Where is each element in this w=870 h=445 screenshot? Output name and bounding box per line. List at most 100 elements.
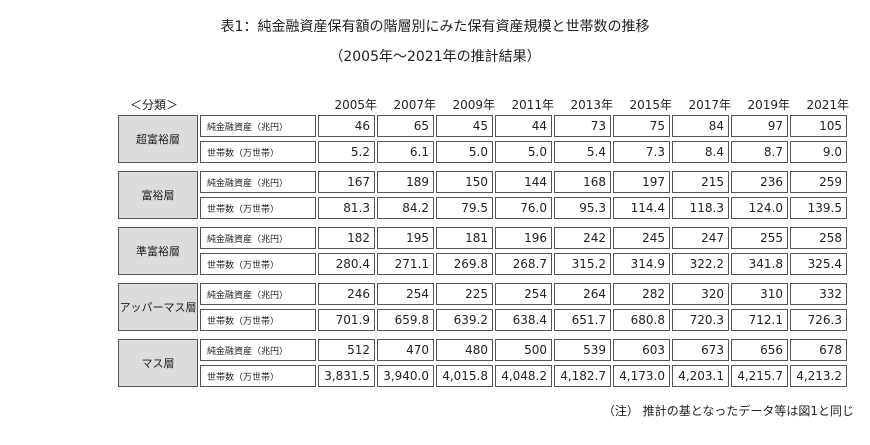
value-cell: 639.2: [436, 309, 493, 331]
value-cell: 271.1: [377, 253, 434, 275]
group-label: マス層: [118, 339, 198, 387]
value-cell: 9.0: [790, 141, 847, 163]
value-cell: 678: [790, 339, 847, 361]
value-cell: 139.5: [790, 197, 847, 219]
value-cell: 4,182.7: [554, 365, 611, 387]
value-cell: 315.2: [554, 253, 611, 275]
value-cell: 3,831.5: [318, 365, 375, 387]
value-cell: 726.3: [790, 309, 847, 331]
table-row: 純金融資産（兆円） 46 65 45 44 73 75 84 97 105: [200, 115, 852, 137]
value-cell: 480: [436, 339, 493, 361]
year-header: 2005年: [334, 98, 377, 112]
value-cell: 167: [318, 171, 375, 193]
value-cell: 245: [613, 227, 670, 249]
value-cell: 680.8: [613, 309, 670, 331]
metric-label: 純金融資産（兆円）: [200, 115, 316, 137]
table-row: 世帯数（万世帯） 3,831.5 3,940.0 4,015.8 4,048.2 4,18…: [200, 365, 852, 387]
value-cell: 150: [436, 171, 493, 193]
value-cell: 195: [377, 227, 434, 249]
value-cell: 254: [377, 283, 434, 305]
year-header: 2013年: [570, 98, 613, 112]
value-cell: 258: [790, 227, 847, 249]
value-cell: 8.4: [672, 141, 729, 163]
metric-label: 世帯数（万世帯）: [200, 141, 316, 163]
year-header: 2007年: [393, 98, 436, 112]
value-cell: 114.4: [613, 197, 670, 219]
value-cell: 4,015.8: [436, 365, 493, 387]
table-row: 純金融資産（兆円） 182 195 181 196 242 245 247 255 258: [200, 227, 852, 249]
value-cell: 95.3: [554, 197, 611, 219]
value-cell: 181: [436, 227, 493, 249]
value-cell: 659.8: [377, 309, 434, 331]
metric-label: 世帯数（万世帯）: [200, 365, 316, 387]
metric-label: 世帯数（万世帯）: [200, 253, 316, 275]
value-cell: 7.3: [613, 141, 670, 163]
table-row: 世帯数（万世帯） 280.4 271.1 269.8 268.7 315.2 314.9 32…: [200, 253, 852, 275]
year-header: 2009年: [452, 98, 495, 112]
value-cell: 264: [554, 283, 611, 305]
metric-label: 純金融資産（兆円）: [200, 227, 316, 249]
value-cell: 118.3: [672, 197, 729, 219]
value-cell: 5.0: [495, 141, 552, 163]
value-cell: 247: [672, 227, 729, 249]
group-label: アッパーマス層: [118, 283, 198, 331]
value-cell: 325.4: [790, 253, 847, 275]
metric-label: 世帯数（万世帯）: [200, 309, 316, 331]
value-cell: 320: [672, 283, 729, 305]
table-row: 世帯数（万世帯） 81.3 84.2 79.5 76.0 95.3 114.4 118.3 12…: [200, 197, 852, 219]
year-header: 2015年: [629, 98, 672, 112]
value-cell: 65: [377, 115, 434, 137]
value-cell: 500: [495, 339, 552, 361]
value-cell: 4,215.7: [731, 365, 788, 387]
value-cell: 314.9: [613, 253, 670, 275]
value-cell: 79.5: [436, 197, 493, 219]
group-block: 富裕層 純金融資産（兆円） 167 189 150 144 168 197 215 236 259 世…: [118, 171, 852, 219]
value-cell: 254: [495, 283, 552, 305]
value-cell: 144: [495, 171, 552, 193]
value-cell: 197: [613, 171, 670, 193]
value-cell: 196: [495, 227, 552, 249]
value-cell: 5.2: [318, 141, 375, 163]
value-cell: 3,940.0: [377, 365, 434, 387]
value-cell: 8.7: [731, 141, 788, 163]
value-cell: 182: [318, 227, 375, 249]
value-cell: 268.7: [495, 253, 552, 275]
value-cell: 76.0: [495, 197, 552, 219]
value-cell: 75: [613, 115, 670, 137]
value-cell: 512: [318, 339, 375, 361]
table-row: 純金融資産（兆円） 167 189 150 144 168 197 215 236 259: [200, 171, 852, 193]
value-cell: 720.3: [672, 309, 729, 331]
value-cell: 656: [731, 339, 788, 361]
table-row: 純金融資産（兆円） 512 470 480 500 539 603 673 656 678: [200, 339, 852, 361]
value-cell: 603: [613, 339, 670, 361]
table-title: 表1：純金融資産保有額の階層別にみた保有資産規模と世帯数の推移: [220, 19, 650, 35]
value-cell: 470: [377, 339, 434, 361]
value-cell: 673: [672, 339, 729, 361]
value-cell: 259: [790, 171, 847, 193]
value-cell: 341.8: [731, 253, 788, 275]
year-header: 2019年: [747, 98, 790, 112]
value-cell: 5.0: [436, 141, 493, 163]
table-subtitle: （2005年〜2021年の推計結果）: [329, 49, 541, 65]
metric-label: 世帯数（万世帯）: [200, 197, 316, 219]
year-header: 2017年: [688, 98, 731, 112]
value-cell: 4,173.0: [613, 365, 670, 387]
value-cell: 215: [672, 171, 729, 193]
value-cell: 73: [554, 115, 611, 137]
value-cell: 46: [318, 115, 375, 137]
value-cell: 105: [790, 115, 847, 137]
value-cell: 246: [318, 283, 375, 305]
group-label: 富裕層: [118, 171, 198, 219]
metric-label: 純金融資産（兆円）: [200, 339, 316, 361]
value-cell: 701.9: [318, 309, 375, 331]
value-cell: 225: [436, 283, 493, 305]
value-cell: 168: [554, 171, 611, 193]
value-cell: 6.1: [377, 141, 434, 163]
value-cell: 44: [495, 115, 552, 137]
value-cell: 236: [731, 171, 788, 193]
group-label: 超富裕層: [118, 115, 198, 163]
value-cell: 45: [436, 115, 493, 137]
group-block: 超富裕層 純金融資産（兆円） 46 65 45 44 73 75 84 97 105 世帯数（万世帯）…: [118, 115, 852, 163]
value-cell: 189: [377, 171, 434, 193]
value-cell: 97: [731, 115, 788, 137]
